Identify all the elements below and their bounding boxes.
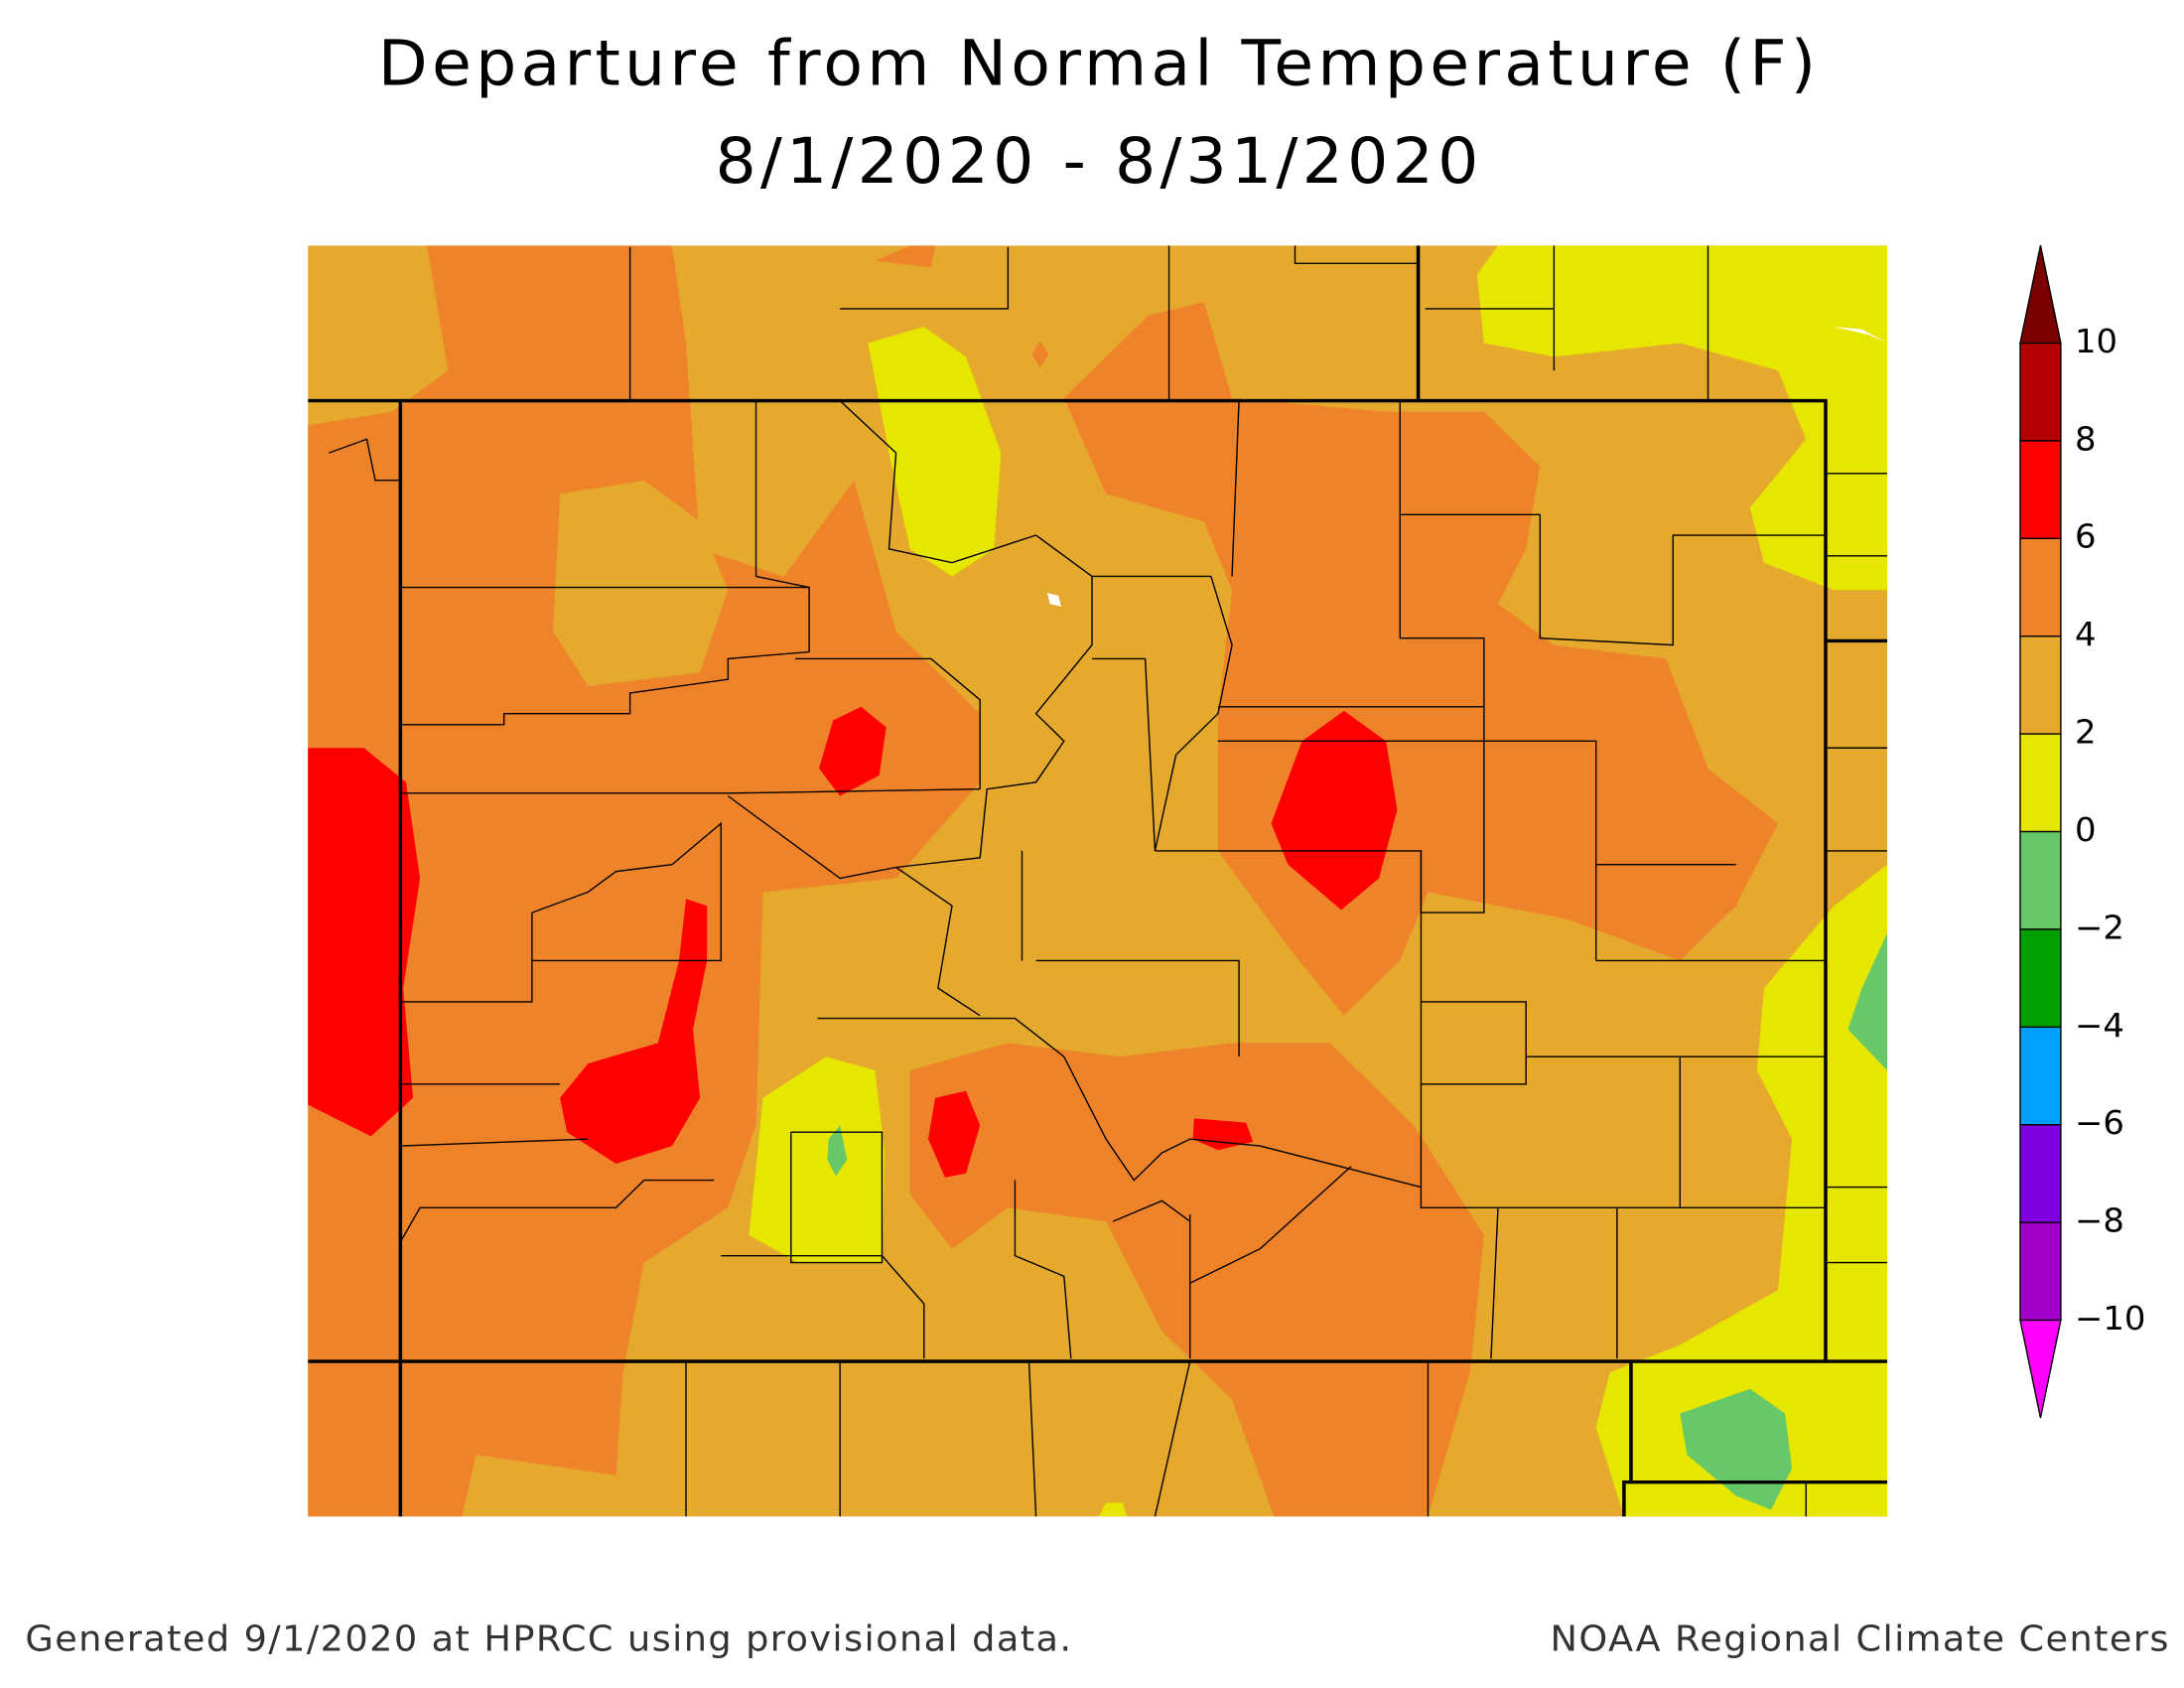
map (308, 245, 1888, 1517)
contour-0-2 (868, 326, 1002, 577)
contour-neg2-0 (827, 1125, 848, 1177)
legend-label: 8 (2075, 420, 2097, 459)
lake (1046, 593, 1061, 607)
contour-6-8 (560, 899, 708, 1165)
contour-2-4 (553, 480, 729, 687)
legend-label: −4 (2075, 1006, 2124, 1045)
contour-0-2 (1099, 1502, 1128, 1517)
legend-label: 2 (2075, 713, 2097, 752)
legend-swatch (2019, 342, 2062, 442)
legend-label: 10 (2075, 322, 2117, 360)
subtitle: 8/1/2020 - 8/31/2020 (715, 124, 1482, 198)
contour-neg2-0 (1847, 932, 1888, 1071)
contour-neg2-0 (1680, 1388, 1793, 1510)
contour-4-6 (308, 245, 981, 1517)
contour-4-6 (1063, 302, 1779, 1016)
legend-label: −8 (2075, 1201, 2124, 1240)
legend-swatch (2019, 1124, 2062, 1223)
contour-6-8 (308, 748, 421, 1137)
contour-0-2 (1476, 245, 1888, 591)
legend-label: −10 (2075, 1299, 2145, 1337)
legend-swatch (2019, 1221, 2062, 1322)
contour-4-6 (875, 245, 936, 268)
county-lines (329, 245, 1888, 1517)
legend-label: 0 (2075, 810, 2097, 849)
legend-swatch (2019, 733, 2062, 833)
legend-swatch (2019, 537, 2062, 637)
legend-label: −6 (2075, 1103, 2124, 1142)
footer-left: Generated 9/1/2020 at HPRCC using provis… (25, 1618, 1072, 1660)
lake (1834, 326, 1888, 344)
contour-0-2 (1595, 864, 1888, 1517)
contour-0-2 (749, 1056, 886, 1263)
legend: 10 8 6 4 2 0 −2 −4 −6 −8 −10 (2019, 244, 2145, 1419)
legend-swatch (2019, 928, 2062, 1029)
legend-label: 4 (2075, 615, 2097, 653)
legend-label: 6 (2075, 517, 2097, 556)
contour-4-6 (1031, 340, 1049, 368)
legend-swatch (2019, 830, 2062, 930)
legend-arrow-bottom (2019, 1319, 2062, 1419)
legend-arrow-top (2019, 244, 2062, 345)
legend-label: −2 (2075, 909, 2124, 947)
legend-swatch (2019, 1026, 2062, 1126)
legend-swatch (2019, 440, 2062, 540)
footer-right: NOAA Regional Climate Centers (1550, 1618, 2169, 1660)
contour-6-8 (1192, 1118, 1254, 1151)
state-lines (308, 245, 1888, 1517)
contour-6-8 (819, 706, 887, 796)
contour-6-8 (1271, 710, 1398, 911)
legend-swatch (2019, 635, 2062, 735)
contour-6-8 (928, 1090, 981, 1178)
title: Departure from Normal Temperature (F) (378, 27, 1821, 100)
